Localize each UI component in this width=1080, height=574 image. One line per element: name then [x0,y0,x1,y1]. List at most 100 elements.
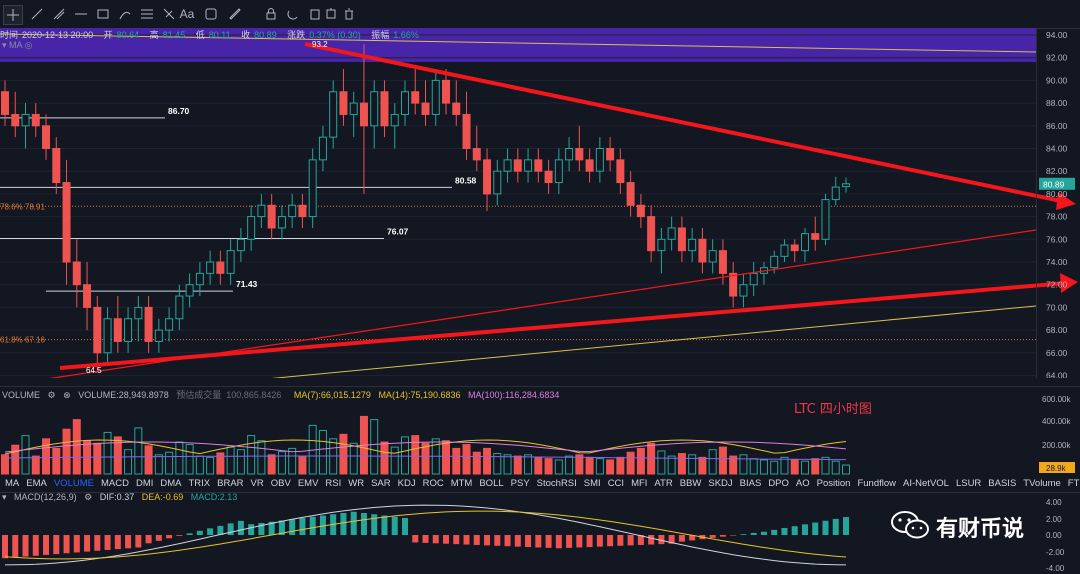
macd-bar [125,535,132,549]
indicator-tab[interactable]: ATR [654,478,673,489]
macd-legend[interactable]: ▾ MACD(12,26,9) ⚙ DIF:0.37 DEA:-0.69 MAC… [2,492,242,503]
volume-bar [1,454,9,475]
candle-body [308,159,317,218]
indicator-tab[interactable]: EMV [297,478,319,489]
indicator-tab[interactable]: DMI [135,478,154,489]
ray-icon[interactable] [50,5,68,23]
arrow-head-down [1056,192,1076,210]
volume-chart[interactable]: 600.00k 400.00k 200.00k 28.9k [0,386,1080,478]
indicator-tab[interactable]: MFI [631,478,648,489]
candle [575,125,584,172]
candle [226,239,235,285]
candle [800,227,809,262]
crosshair-icon[interactable] [3,5,23,25]
volume-bar [442,440,451,475]
macd-bar [750,532,757,535]
volume-bar [534,456,543,475]
macd-bar [843,517,849,535]
indicator-tab[interactable]: BASIS [988,478,1017,489]
close-icon[interactable]: ⊗ [63,390,71,400]
candle-body [811,233,820,240]
indicator-tab[interactable]: EMA [26,478,47,489]
lock-icon[interactable] [262,5,280,23]
indicator-tab[interactable]: LSUR [955,478,982,489]
ma-legend[interactable]: ▾ MA ◎ [2,40,32,51]
candle-body [718,250,727,274]
indicator-tab[interactable]: RSI [325,478,342,489]
indicator-tab[interactable]: BBW [679,478,702,489]
indicator-tab[interactable]: SKDJ [708,478,733,489]
indicator-tab[interactable]: StochRSI [536,478,577,489]
macd-bar [22,535,29,557]
indicator-tab[interactable]: DPO [768,478,789,489]
indicator-tab[interactable]: CCI [607,478,625,489]
indicator-tab[interactable]: BRAR [217,478,244,489]
candle-body [513,159,522,172]
candle-body [483,159,492,195]
measure-icon[interactable] [160,5,178,23]
gear-icon[interactable]: ⚙ [47,390,56,400]
indicator-tab[interactable]: DMA [160,478,182,489]
trash-icon[interactable] [340,5,358,23]
price-axis[interactable]: 94.00 92.00 90.00 88.00 86.00 84.00 82.00 80.00… [1036,28,1076,379]
copy-icon[interactable] [306,5,324,23]
line-icon[interactable] [28,5,46,23]
macd-chart[interactable]: 4.00 2.00 0.00 -2.00 -4.00 [0,492,1080,574]
indicator-tab[interactable]: TVolume [1023,478,1061,489]
link-icon[interactable] [284,5,302,23]
volume-ma14-line [4,441,847,453]
indicator-tab[interactable]: WR [348,478,365,489]
indicator-tab[interactable]: MA [5,478,20,489]
macd-bar [227,523,234,535]
settings-icon[interactable] [322,5,340,23]
fib-icon[interactable] [138,5,156,23]
indicator-tab[interactable]: VR [250,478,264,489]
candle [216,250,225,285]
text-icon[interactable]: Aa [179,7,195,21]
info-close: 收 80.89 [241,30,277,40]
macd-bar [350,511,357,535]
macd-bar [401,517,408,535]
eye-icon[interactable] [226,5,244,23]
indicator-tab[interactable]: MACD [100,478,129,489]
info-open: 开 80.64 [103,30,140,40]
magnet-icon[interactable] [202,5,220,23]
indicator-tab[interactable]: AI-NetVOL [903,478,949,489]
rectangle-icon[interactable] [94,5,112,23]
indicator-tab[interactable]: TRIX [188,478,211,489]
candle [288,193,297,228]
chevron-down-icon[interactable]: ▾ [2,492,7,502]
candle-body [831,186,840,201]
indicator-tab[interactable]: AO [795,478,810,489]
candle [308,148,317,228]
price-tick-label: 64.00 [1046,371,1068,379]
indicator-tab[interactable]: BIAS [739,478,762,489]
price-chart[interactable]: 78.6% 78.91 61.8% 67.16 86.70 80.58 76.07 71… [0,28,1080,378]
macd-bar [114,535,121,550]
indicator-tab[interactable]: ROC [422,478,444,489]
volume-bar [657,450,666,475]
indicator-tab[interactable]: SAR [371,478,391,489]
indicator-tab[interactable]: SMI [583,478,601,489]
chevron-down-icon[interactable]: ▾ [2,40,7,50]
indicator-tab[interactable]: PSY [510,478,530,489]
indicator-tab[interactable]: Fundflow [857,478,897,489]
indicator-tab[interactable]: KDJ [397,478,416,489]
volume-legend[interactable]: VOLUME ⚙ ⊗ VOLUME:28,949.8978 预估成交量 100,8… [2,388,564,401]
candle-body [216,261,225,274]
candle [524,148,533,183]
indicator-tab[interactable]: FTBS [1067,478,1080,489]
eye-icon[interactable]: ◎ [24,40,33,50]
channel-icon[interactable] [72,5,90,23]
gear-icon[interactable]: ⚙ [84,492,93,502]
indicator-tab[interactable]: MTM [450,478,473,489]
indicator-tab[interactable]: VOLUME [53,478,94,489]
indicator-tab[interactable]: BOLL [479,478,504,489]
current-price-label: 80.89 [1043,179,1065,189]
indicator-tab[interactable]: OBV [270,478,291,489]
candle-body [113,318,122,342]
brush-icon[interactable] [116,5,134,23]
indicator-tab[interactable]: Position [816,478,851,489]
macd-bar [658,535,665,545]
candle-body [370,91,379,127]
